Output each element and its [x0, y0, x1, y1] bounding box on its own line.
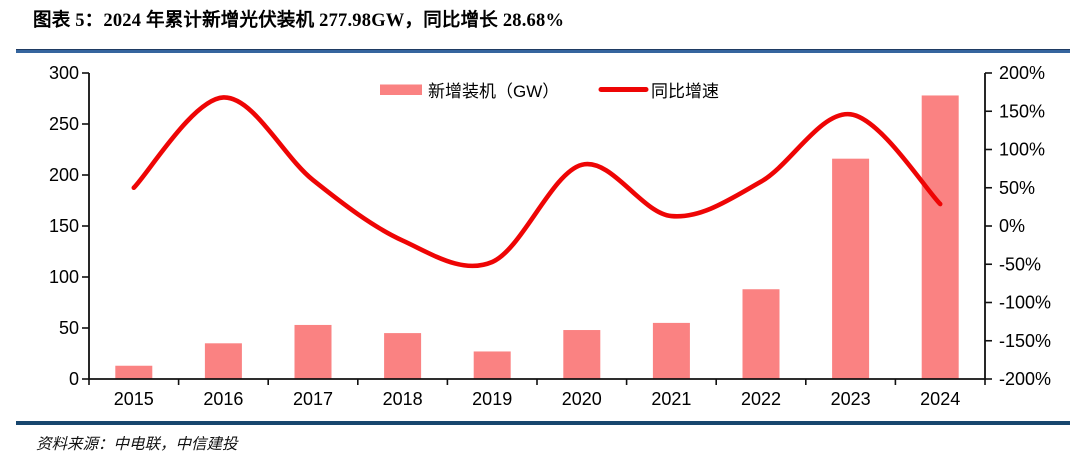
- chart-title: 图表 5：2024 年累计新增光伏装机 277.98GW，同比增长 28.68%: [33, 11, 565, 31]
- right-axis-tick-label: 150%: [999, 101, 1045, 121]
- footer-divider-rule: [16, 421, 1070, 425]
- right-axis-tick-label: 100%: [999, 140, 1045, 160]
- right-axis-tick-label: -150%: [999, 331, 1051, 351]
- x-axis-tick-label: 2022: [741, 389, 781, 409]
- left-axis-tick-label: 150: [49, 216, 79, 236]
- right-axis-tick-label: 200%: [999, 63, 1045, 83]
- left-axis-tick-label: 300: [49, 63, 79, 83]
- x-axis-tick-label: 2023: [831, 389, 871, 409]
- legend-line-label: 同比增速: [651, 82, 719, 101]
- left-axis-tick-label: 50: [59, 318, 79, 338]
- x-axis-tick-label: 2016: [203, 389, 243, 409]
- title-divider-rule: [16, 49, 1070, 53]
- source-note: 资料来源：中电联，中信建投: [36, 436, 238, 453]
- bar-2020: [563, 330, 601, 379]
- left-axis-tick-label: 0: [69, 369, 79, 389]
- bar-2018: [384, 333, 422, 379]
- bar-2022: [742, 289, 780, 379]
- left-axis-tick-label: 200: [49, 165, 79, 185]
- bar-2021: [652, 322, 690, 379]
- legend-bar-swatch: [380, 84, 422, 95]
- bar-2016: [204, 343, 242, 379]
- x-axis-tick-label: 2015: [114, 389, 154, 409]
- x-axis-tick-label: 2024: [920, 389, 960, 409]
- legend-bar-label: 新增装机（GW）: [428, 82, 559, 101]
- x-axis-tick-label: 2018: [383, 389, 423, 409]
- right-axis-tick-label: 50%: [999, 178, 1035, 198]
- left-axis-tick-label: 250: [49, 114, 79, 134]
- chart-area: 300 250 200 150 100 50 0 200% 150% 100% 50% 0% -50% -…: [0, 52, 1080, 418]
- bar-2023: [832, 158, 870, 379]
- chart-canvas: 300 250 200 150 100 50 0 200% 150% 100% 50% 0% -50% -…: [49, 63, 1051, 409]
- bar-2017: [294, 324, 332, 379]
- right-axis-tick-label: 0%: [999, 216, 1025, 236]
- bar-2015: [115, 365, 153, 379]
- x-axis-tick-label: 2017: [293, 389, 333, 409]
- right-axis-tick-label: -50%: [999, 254, 1041, 274]
- right-axis-tick-label: -100%: [999, 293, 1051, 313]
- bar-2024: [921, 95, 959, 380]
- left-axis-tick-label: 100: [49, 267, 79, 287]
- x-axis-tick-label: 2019: [472, 389, 512, 409]
- bar-2019: [473, 351, 511, 379]
- x-axis-tick-label: 2021: [651, 389, 691, 409]
- growth-line: [131, 95, 943, 269]
- right-axis-tick-label: -200%: [999, 369, 1051, 389]
- x-axis-tick-label: 2020: [562, 389, 602, 409]
